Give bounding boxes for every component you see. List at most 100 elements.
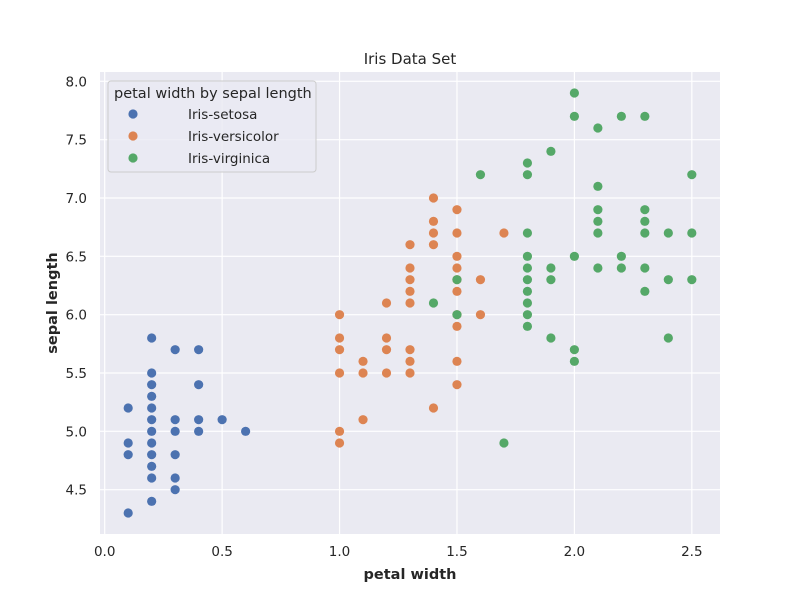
data-point — [522, 286, 533, 296]
data-point — [381, 345, 392, 355]
y-tick-labels: 4.5 5.0 5.5 6.0 6.5 7.0 7.5 8.0 — [66, 74, 87, 498]
legend-entries: Iris-setosa Iris-versicolor Iris-virginica — [128, 107, 279, 167]
data-point — [475, 170, 486, 180]
data-point — [452, 321, 462, 331]
x-tick-label: 1.0 — [329, 544, 350, 560]
x-tick-label: 2.0 — [564, 544, 585, 560]
data-point — [522, 158, 533, 168]
data-point — [194, 380, 204, 390]
y-tick-label: 5.0 — [66, 424, 87, 440]
data-point — [452, 251, 462, 261]
data-point — [522, 275, 533, 285]
data-point — [405, 240, 415, 250]
data-point — [147, 496, 157, 506]
data-point — [593, 181, 603, 191]
data-point — [569, 356, 579, 366]
data-point — [334, 310, 345, 320]
data-point — [522, 321, 533, 331]
data-point — [405, 263, 415, 273]
data-point — [546, 146, 556, 156]
data-point — [593, 228, 603, 238]
data-point — [499, 438, 509, 448]
x-tick-label: 0.5 — [211, 544, 232, 560]
data-point — [123, 403, 133, 413]
series-iris-setosa — [123, 333, 251, 518]
x-tick-label: 1.5 — [446, 544, 467, 560]
x-axis-label: petal width — [364, 567, 457, 583]
x-tick-labels: 0.0 0.5 1.0 1.5 2.0 2.5 — [94, 544, 703, 560]
data-point — [475, 275, 486, 285]
legend-label: Iris-setosa — [188, 107, 257, 123]
data-point — [194, 345, 204, 355]
data-point — [194, 426, 204, 436]
data-point — [381, 368, 392, 378]
data-point — [452, 286, 462, 296]
data-point — [147, 450, 157, 460]
legend-box — [107, 80, 317, 173]
data-point — [123, 508, 133, 518]
x-tick-label: 0.0 — [94, 544, 115, 560]
data-point — [405, 356, 415, 366]
data-point — [452, 275, 462, 285]
data-point — [381, 298, 392, 308]
legend-title: petal width by sepal length — [114, 86, 312, 102]
data-point — [687, 228, 697, 238]
data-point — [147, 380, 157, 390]
y-axis-label: sepal length — [45, 252, 61, 353]
data-point — [616, 263, 626, 273]
data-point — [334, 426, 345, 436]
data-point — [405, 275, 415, 285]
data-point — [499, 228, 509, 238]
series-iris-virginica — [428, 88, 697, 448]
data-point — [405, 286, 415, 296]
data-point — [358, 415, 368, 425]
data-point — [428, 228, 439, 238]
data-point — [147, 461, 157, 471]
data-point — [428, 298, 439, 308]
data-point — [147, 473, 157, 483]
data-point — [170, 415, 180, 425]
data-point — [475, 310, 486, 320]
data-points — [123, 88, 697, 518]
data-point — [194, 415, 204, 425]
data-point — [334, 345, 345, 355]
data-point — [640, 263, 650, 273]
data-point — [405, 345, 415, 355]
data-point — [640, 111, 650, 121]
legend-marker — [128, 131, 138, 141]
data-point — [334, 368, 345, 378]
data-point — [334, 438, 345, 448]
legend: petal width by sepal length Iris-setosaI… — [107, 80, 317, 173]
data-point — [616, 111, 626, 121]
data-point — [593, 123, 603, 133]
y-tick-label: 7.5 — [66, 133, 87, 149]
data-point — [147, 403, 157, 413]
data-point — [170, 450, 180, 460]
data-point — [569, 88, 579, 98]
data-point — [170, 473, 180, 483]
legend-label: Iris-virginica — [188, 151, 270, 167]
data-point — [687, 170, 697, 180]
data-point — [147, 391, 157, 401]
data-point — [593, 216, 603, 226]
data-point — [522, 310, 533, 320]
data-point — [147, 438, 157, 448]
data-point — [428, 193, 439, 203]
y-tick-label: 5.5 — [66, 366, 87, 382]
data-point — [428, 216, 439, 226]
data-point — [147, 426, 157, 436]
data-point — [452, 263, 462, 273]
legend-marker — [128, 109, 138, 119]
data-point — [147, 368, 157, 378]
data-point — [170, 426, 180, 436]
data-point — [569, 251, 579, 261]
chart-title: Iris Data Set — [364, 50, 457, 68]
data-point — [452, 356, 462, 366]
y-tick-label: 6.5 — [66, 249, 87, 265]
data-point — [593, 263, 603, 273]
y-tick-label: 6.0 — [66, 308, 87, 324]
data-point — [522, 263, 533, 273]
data-point — [640, 216, 650, 226]
data-point — [522, 298, 533, 308]
